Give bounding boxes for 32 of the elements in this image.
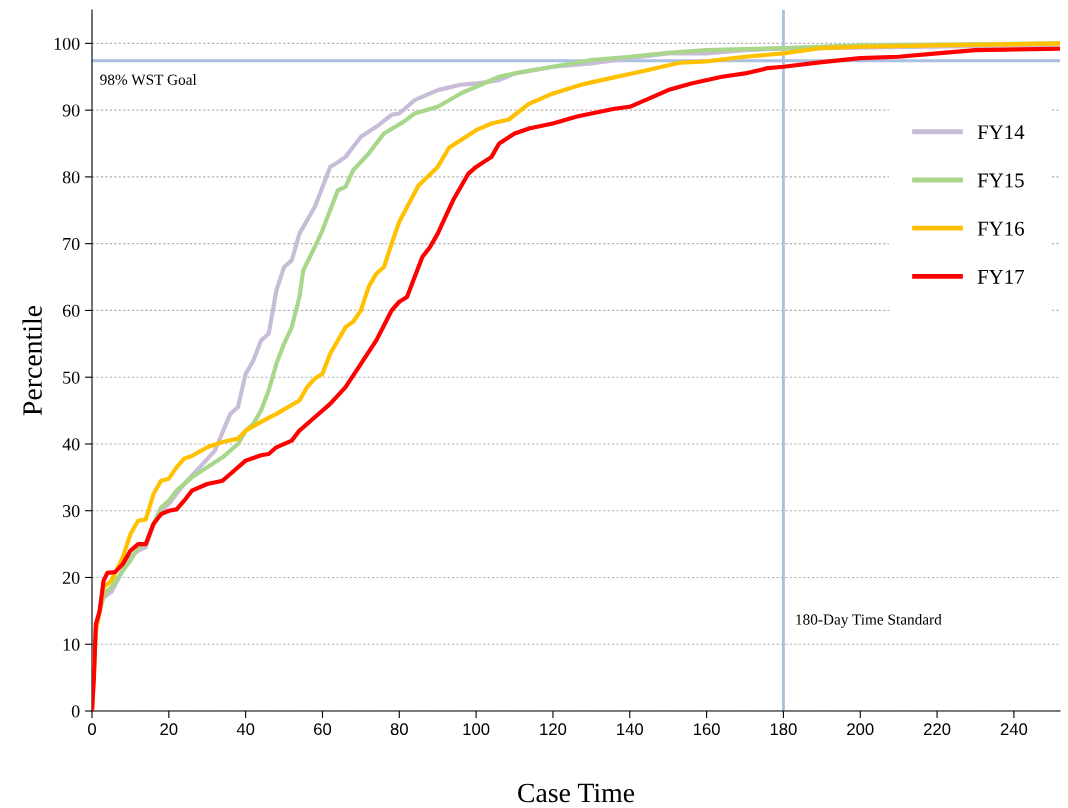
y-tick-label: 20 xyxy=(62,571,80,584)
x-tick-label: 0 xyxy=(88,723,96,736)
x-tick-label: 60 xyxy=(314,723,332,736)
y-axis-title: Percentile xyxy=(22,305,42,416)
x-tick-label: 100 xyxy=(463,723,490,736)
y-tick-label: 50 xyxy=(63,371,80,384)
x-tick-label: 80 xyxy=(390,723,408,736)
ref-line-label: 180-Day Time Standard xyxy=(796,613,942,628)
x-axis-title: Case Time xyxy=(518,783,635,803)
x-tick-label: 240 xyxy=(1000,723,1028,736)
y-tick-label: 80 xyxy=(62,171,80,184)
y-tick-label: 100 xyxy=(54,37,80,50)
x-tick-label: 140 xyxy=(617,723,644,736)
y-tick-label: 90 xyxy=(62,104,80,117)
legend-label: FY15 xyxy=(977,173,1024,188)
y-tick-label: 60 xyxy=(62,304,80,317)
x-tick-label: 220 xyxy=(924,723,951,736)
x-tick-label: 180 xyxy=(770,723,797,736)
y-tick-label: 70 xyxy=(63,237,80,251)
x-tick-label: 20 xyxy=(160,723,178,736)
x-tick-label: 120 xyxy=(540,723,567,736)
x-tick-label: 40 xyxy=(236,723,255,736)
y-tick-label: 30 xyxy=(63,504,80,518)
legend-label: FY16 xyxy=(977,221,1024,236)
y-tick-label: 0 xyxy=(71,705,80,718)
legend-label: FY14 xyxy=(977,125,1025,140)
x-tick-label: 200 xyxy=(847,723,874,736)
legend-label: FY17 xyxy=(977,269,1024,284)
x-tick-label: 160 xyxy=(693,723,720,736)
y-tick-label: 40 xyxy=(62,438,80,451)
ref-line-label: 98% WST Goal xyxy=(100,74,197,85)
y-tick-label: 10 xyxy=(63,638,80,651)
